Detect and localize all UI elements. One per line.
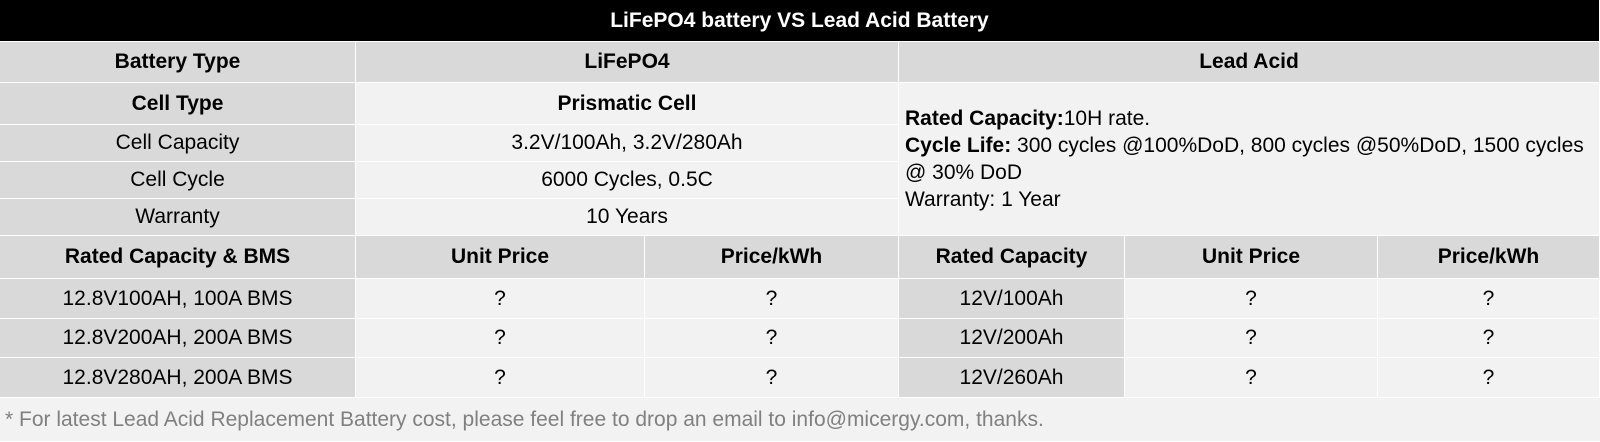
table-row-1-lfp-unit-price: ? (356, 279, 645, 319)
table-row-3-lfp-capacity: 12.8V280AH, 200A BMS (0, 358, 356, 398)
lfp-unit-price-header: Unit Price (356, 236, 645, 279)
table-row-1-la-unit-price: ? (1125, 279, 1378, 319)
rated-capacity-value: 10H rate. (1063, 107, 1151, 130)
lfp-capacity-header: Rated Capacity & BMS (0, 236, 356, 279)
table-row-1-la-price-kwh: ? (1378, 279, 1600, 319)
table-row-1-lfp-price-kwh: ? (645, 279, 899, 319)
cell-capacity-value: 3.2V/100Ah, 3.2V/280Ah (356, 125, 899, 162)
lfp-price-kwh-header: Price/kWh (645, 236, 899, 279)
cycle-life-value: 300 cycles @100%DoD, 800 cycles @50%DoD,… (905, 134, 1584, 184)
table-row-3-la-unit-price: ? (1125, 358, 1378, 398)
table-row-3-la-price-kwh: ? (1378, 358, 1600, 398)
cell-type-label: Cell Type (0, 83, 356, 125)
table-row-1-lfp-capacity: 12.8V100AH, 100A BMS (0, 279, 356, 319)
table-row-2-lfp-capacity: 12.8V200AH, 200A BMS (0, 319, 356, 358)
table-row-3-lfp-price-kwh: ? (645, 358, 899, 398)
warranty-value: 10 Years (356, 199, 899, 236)
lead-acid-header: Lead Acid (899, 42, 1600, 83)
table-title: LiFePO4 battery VS Lead Acid Battery (0, 0, 1600, 42)
la-price-kwh-header: Price/kWh (1378, 236, 1600, 279)
table-row-2-la-unit-price: ? (1125, 319, 1378, 358)
table-row-2-lfp-price-kwh: ? (645, 319, 899, 358)
la-unit-price-header: Unit Price (1125, 236, 1378, 279)
table-row-2-lfp-unit-price: ? (356, 319, 645, 358)
lead-acid-specs: Rated Capacity:10H rate. Cycle Life: 300… (899, 83, 1600, 236)
footnote: * For latest Lead Acid Replacement Batte… (0, 398, 1600, 442)
rated-capacity-label: Rated Capacity: (905, 107, 1064, 130)
table-row-3-lfp-unit-price: ? (356, 358, 645, 398)
warranty-label: Warranty (0, 199, 356, 236)
table-row-1-la-capacity: 12V/100Ah (899, 279, 1125, 319)
lifepo4-header: LiFePO4 (356, 42, 899, 83)
table-row-2-la-capacity: 12V/200Ah (899, 319, 1125, 358)
cell-type-value: Prismatic Cell (356, 83, 899, 125)
cell-capacity-label: Cell Capacity (0, 125, 356, 162)
lead-acid-warranty: Warranty: 1 Year (905, 188, 1061, 211)
la-capacity-header: Rated Capacity (899, 236, 1125, 279)
cycle-life-label: Cycle Life: (905, 134, 1012, 157)
lead-acid-rated-capacity: Rated Capacity:10H rate. (905, 105, 1150, 132)
cell-cycle-value: 6000 Cycles, 0.5C (356, 162, 899, 199)
battery-type-header: Battery Type (0, 42, 356, 83)
table-row-3-la-capacity: 12V/260Ah (899, 358, 1125, 398)
cell-cycle-label: Cell Cycle (0, 162, 356, 199)
lead-acid-cycle-life: Cycle Life: 300 cycles @100%DoD, 800 cyc… (905, 132, 1593, 186)
table-row-2-la-price-kwh: ? (1378, 319, 1600, 358)
